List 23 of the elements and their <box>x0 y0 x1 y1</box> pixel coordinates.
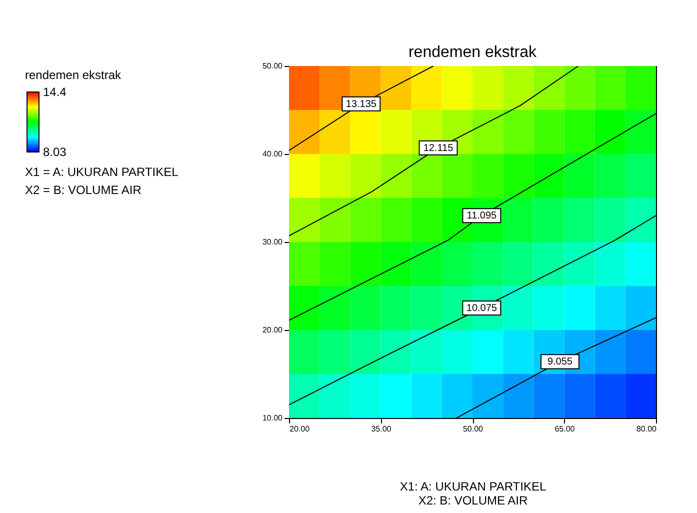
text: X1 = A: UKURAN PARTIKEL <box>25 165 179 179</box>
x-tick-label: 80.00 <box>636 424 658 434</box>
y-tick-label: 20.00 <box>262 326 284 334</box>
x-tick-label: 20.00 <box>290 424 310 434</box>
series-label: 13.135 <box>346 98 377 110</box>
x-tick-label: 65.00 <box>554 424 576 434</box>
x-tick-label: 50.00 <box>462 424 484 434</box>
x-axis-title: X1: A: UKURAN PARTIKEL X2: B: VOLUME AIR <box>400 480 546 508</box>
y-tick-label: 30.00 <box>262 238 284 246</box>
chart-title: rendemen ekstrak <box>408 44 538 61</box>
series-label: 11.095 <box>466 210 498 222</box>
text: X2 = B: VOLUME AIR <box>25 183 142 197</box>
line-series <box>289 66 579 236</box>
series-label: 9.055 <box>547 356 573 368</box>
x-tick-label: 35.00 <box>371 424 392 434</box>
series-label: 12.115 <box>423 142 454 154</box>
y-tick-label: 10.00 <box>262 414 284 422</box>
color-bar-label: 8.03 <box>43 145 67 159</box>
legend-title: rendemen ekstrak <box>25 68 122 82</box>
color-bar-label: 14.4 <box>43 85 67 99</box>
y-tick-label: 40.00 <box>262 150 284 158</box>
y-tick-label: 50.00 <box>262 62 284 70</box>
series-label: 10.075 <box>466 303 498 314</box>
